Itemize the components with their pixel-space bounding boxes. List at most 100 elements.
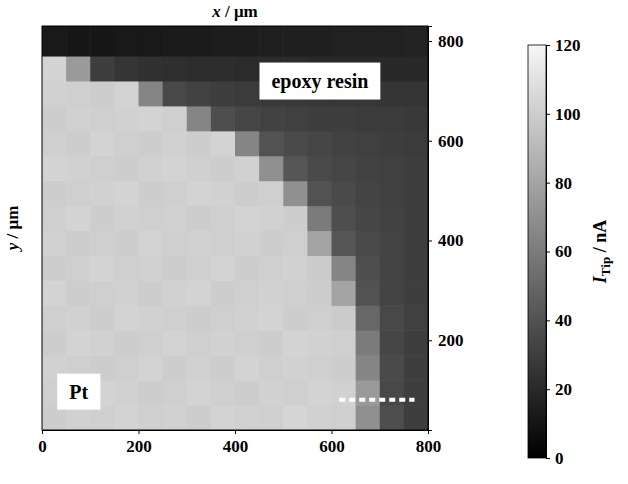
cell bbox=[163, 81, 188, 107]
cell bbox=[404, 330, 428, 356]
cell bbox=[404, 255, 428, 281]
cell bbox=[114, 206, 139, 232]
cell bbox=[332, 280, 357, 306]
cell bbox=[332, 156, 357, 182]
cell bbox=[66, 230, 91, 256]
cell bbox=[259, 106, 284, 132]
annotation: epoxy resin bbox=[259, 63, 380, 100]
cell bbox=[163, 280, 188, 306]
scan-line bbox=[339, 398, 414, 402]
cell bbox=[163, 106, 188, 132]
tick: 0 bbox=[546, 449, 564, 468]
cell bbox=[404, 280, 428, 306]
cell bbox=[380, 380, 405, 406]
cell bbox=[139, 206, 164, 232]
cell bbox=[380, 230, 405, 256]
tick-label: 120 bbox=[555, 36, 581, 55]
cell bbox=[211, 330, 236, 356]
cell bbox=[66, 255, 91, 281]
cell bbox=[66, 26, 91, 57]
cell bbox=[235, 230, 260, 256]
cell bbox=[235, 280, 260, 306]
cell bbox=[66, 81, 91, 107]
tick-mark bbox=[546, 114, 550, 115]
cell bbox=[332, 380, 357, 406]
cell bbox=[332, 206, 357, 232]
cell bbox=[42, 56, 67, 82]
cell bbox=[211, 380, 236, 406]
cell bbox=[42, 156, 67, 182]
cell bbox=[283, 230, 308, 256]
cell bbox=[404, 230, 428, 256]
cell bbox=[332, 405, 357, 430]
cell bbox=[139, 355, 164, 381]
cell bbox=[259, 305, 284, 331]
tick-label: 800 bbox=[438, 32, 464, 51]
cell bbox=[404, 156, 428, 182]
cell bbox=[283, 405, 308, 430]
tick: 100 bbox=[546, 105, 581, 124]
cell bbox=[259, 255, 284, 281]
cell bbox=[42, 206, 67, 232]
cell bbox=[404, 106, 428, 132]
cell bbox=[307, 280, 332, 306]
tick-mark bbox=[428, 141, 432, 142]
cell bbox=[42, 305, 67, 331]
cell bbox=[139, 330, 164, 356]
cell bbox=[259, 280, 284, 306]
cell bbox=[66, 181, 91, 207]
cell bbox=[380, 181, 405, 207]
cell bbox=[332, 131, 357, 157]
tick-mark bbox=[546, 183, 550, 184]
cell bbox=[259, 405, 284, 430]
tick: 600 bbox=[428, 132, 464, 151]
cell bbox=[356, 156, 381, 182]
cell bbox=[404, 405, 428, 430]
cell bbox=[90, 305, 115, 331]
cell bbox=[356, 280, 381, 306]
cell bbox=[283, 106, 308, 132]
cell bbox=[356, 131, 381, 157]
tick: 400 bbox=[428, 231, 464, 250]
tick-label: 600 bbox=[438, 132, 464, 151]
tick-mark bbox=[546, 389, 550, 390]
cell bbox=[235, 405, 260, 430]
tick-mark bbox=[428, 41, 432, 42]
tick-label: 100 bbox=[555, 105, 581, 124]
cell bbox=[163, 26, 188, 57]
cell bbox=[163, 380, 188, 406]
cell bbox=[114, 156, 139, 182]
cell bbox=[259, 330, 284, 356]
cell bbox=[235, 206, 260, 232]
cell bbox=[187, 181, 212, 207]
cell bbox=[187, 56, 212, 82]
tick-label: 40 bbox=[555, 311, 572, 330]
cell bbox=[307, 355, 332, 381]
annotation-label: epoxy resin bbox=[271, 70, 368, 93]
tick-label: 400 bbox=[438, 231, 464, 250]
axis-line bbox=[429, 27, 433, 431]
chart: 0200400600800200400600800x / μmy / μmepo… bbox=[0, 0, 628, 484]
cell bbox=[42, 330, 67, 356]
cell bbox=[235, 156, 260, 182]
cell bbox=[90, 330, 115, 356]
cell bbox=[380, 26, 405, 57]
cell bbox=[307, 255, 332, 281]
cell bbox=[235, 181, 260, 207]
cell bbox=[380, 106, 405, 132]
cell bbox=[235, 330, 260, 356]
cell bbox=[380, 255, 405, 281]
cell bbox=[187, 330, 212, 356]
cell bbox=[356, 181, 381, 207]
cell bbox=[42, 181, 67, 207]
tick-label: 200 bbox=[126, 437, 152, 456]
cell bbox=[332, 26, 357, 57]
cell bbox=[283, 131, 308, 157]
cell bbox=[211, 131, 236, 157]
colorbar-axis: 020406080100120 bbox=[546, 36, 581, 468]
annotation: Pt bbox=[57, 374, 100, 410]
cell bbox=[307, 106, 332, 132]
cell bbox=[211, 106, 236, 132]
cell bbox=[114, 405, 139, 430]
cell bbox=[90, 81, 115, 107]
